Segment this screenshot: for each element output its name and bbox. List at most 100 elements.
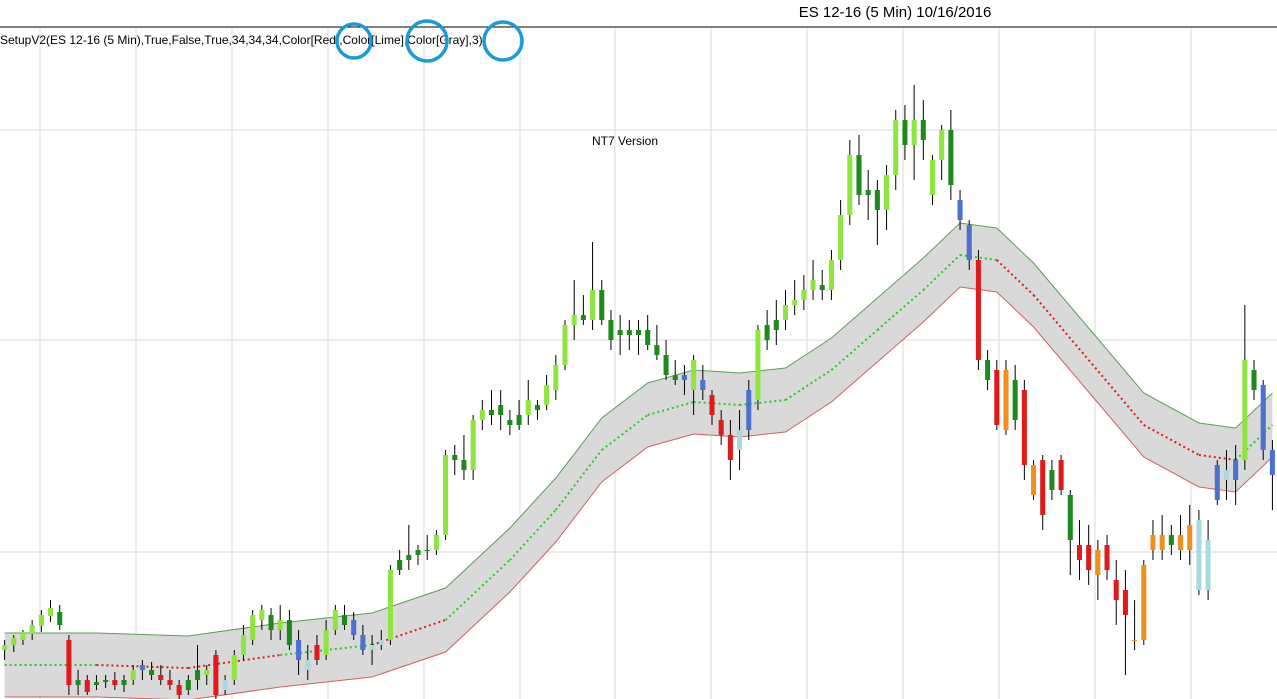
candle-body: [1003, 370, 1009, 430]
candle-body: [84, 680, 90, 692]
candle-body: [194, 670, 201, 680]
candle-body: [250, 615, 256, 640]
candle-body: [544, 385, 550, 405]
candle-body: [286, 620, 292, 645]
band-mid: [1198, 454, 1236, 461]
candle-body: [1012, 380, 1018, 420]
candle-body: [948, 130, 954, 185]
candle-body: [1076, 545, 1083, 560]
candle-body: [406, 555, 412, 560]
candle-body: [360, 635, 366, 650]
candle-body: [240, 635, 246, 655]
candle-body: [1086, 545, 1092, 570]
band-mid: [830, 329, 879, 371]
candle-body: [691, 360, 697, 390]
candle-body: [939, 130, 945, 160]
candle-body: [635, 330, 642, 335]
candle-body: [755, 330, 761, 400]
candle-body: [341, 615, 348, 625]
candle-body: [231, 655, 237, 680]
candle-body: [378, 640, 384, 645]
band-upper: [4, 222, 1273, 637]
candle-body: [470, 420, 476, 470]
band-mid: [784, 369, 832, 401]
candle-body: [902, 120, 908, 145]
candle-body: [296, 640, 302, 660]
candle-body: [1141, 565, 1147, 640]
band-mid: [509, 509, 557, 561]
candle-body: [488, 410, 495, 415]
candle-body: [112, 680, 118, 685]
candle-body: [663, 355, 669, 375]
candle-body: [38, 615, 44, 626]
candle-body: [139, 665, 145, 670]
candle-body: [323, 630, 329, 655]
candle-body: [801, 290, 807, 300]
candle-body: [1095, 550, 1101, 575]
candle-body: [498, 405, 504, 415]
highlight-circles: [335, 19, 524, 63]
candle-body: [911, 120, 917, 145]
candle-body: [213, 655, 219, 695]
candle-body: [764, 325, 770, 340]
candle-body: [314, 645, 320, 660]
band-mid: [1143, 424, 1200, 456]
candle-body: [66, 640, 72, 685]
candle-body: [20, 632, 26, 640]
candle-body: [819, 285, 825, 290]
candle-body: [847, 155, 853, 215]
candle-body: [1269, 450, 1275, 475]
candle-body: [920, 120, 926, 140]
candle-body: [929, 160, 936, 195]
candle-body: [792, 300, 798, 305]
candle-body: [424, 550, 430, 551]
highlight-circle: [335, 22, 373, 60]
candle-body: [1132, 640, 1138, 641]
candle-body: [1205, 540, 1211, 590]
candle-body: [608, 320, 614, 340]
candle-body: [2, 645, 8, 650]
candle-body: [1242, 360, 1248, 460]
band-mid: [922, 254, 961, 291]
candle-body: [782, 305, 789, 320]
candle-body: [158, 675, 164, 680]
candle-body: [1260, 385, 1266, 450]
candle-body: [874, 190, 880, 210]
band-mid: [876, 289, 924, 331]
candle-body: [1223, 470, 1229, 480]
candle-body: [103, 680, 109, 682]
candle-body: [1067, 495, 1073, 540]
candle-body: [75, 680, 81, 685]
candle-body: [1178, 535, 1184, 550]
band-mid: [1087, 359, 1145, 426]
candle-body: [397, 560, 403, 570]
candle-body: [259, 610, 265, 620]
candle-body: [562, 325, 568, 365]
candle-body: [1021, 390, 1027, 465]
candle-body: [268, 615, 274, 630]
candle-body: [1049, 470, 1055, 490]
candle-body: [167, 680, 173, 685]
candle-body: [709, 395, 715, 415]
candle-body: [553, 365, 559, 390]
candle-body: [590, 290, 596, 320]
candle-body: [525, 400, 531, 415]
candle-body: [351, 620, 357, 635]
candle-body: [387, 570, 393, 640]
candle-body: [1214, 465, 1220, 500]
candle-body: [305, 660, 311, 670]
candle-body: [415, 550, 421, 555]
candle-body: [700, 380, 706, 390]
candle-body: [856, 155, 862, 195]
candle-body: [1122, 590, 1128, 615]
band-lower: [4, 286, 1273, 699]
candle-body: [617, 330, 623, 335]
candle-body: [222, 680, 228, 690]
candle-body: [884, 175, 890, 210]
candle-body: [277, 620, 283, 630]
band-mid: [1032, 294, 1090, 361]
candle-body: [626, 330, 632, 335]
candle-body: [1196, 520, 1202, 590]
candle-body: [516, 415, 522, 425]
